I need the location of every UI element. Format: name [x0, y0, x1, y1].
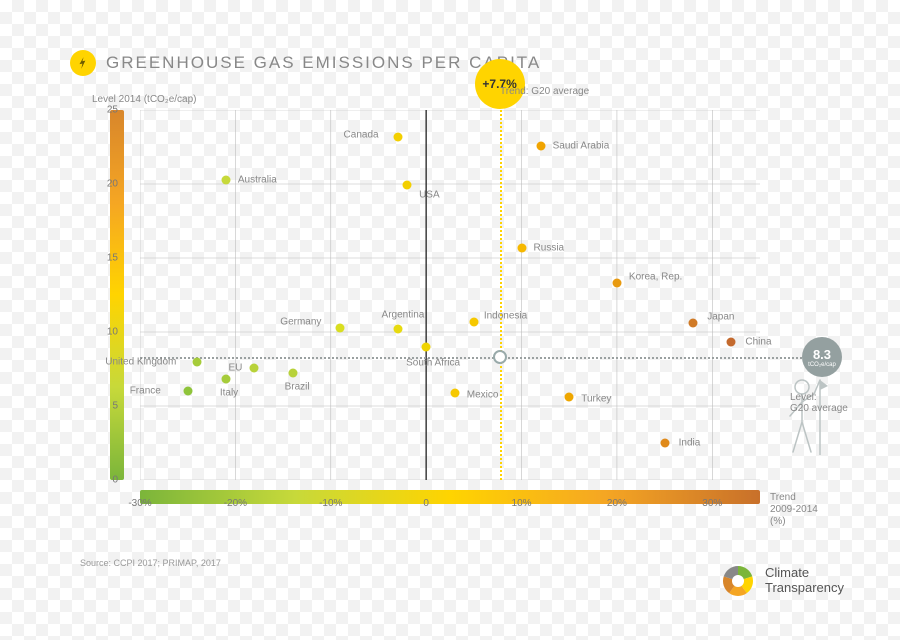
- scatter-chart: 0510152025-30%-20%-10%010%20%30%+7.7%8.3…: [140, 110, 760, 480]
- grid-lines: [140, 110, 760, 480]
- country-point: [250, 363, 259, 372]
- x-tick: 10%: [497, 498, 547, 509]
- country-label: Australia: [238, 174, 277, 185]
- country-label: Germany: [280, 316, 321, 327]
- x-tick: -30%: [115, 498, 165, 509]
- country-label: Brazil: [285, 382, 310, 393]
- source-text: Source: CCPI 2017; PRIMAP, 2017: [80, 558, 221, 568]
- y-tick: 20: [94, 179, 118, 190]
- country-label: Argentina: [382, 310, 425, 321]
- country-label: USA: [419, 190, 440, 201]
- country-point: [612, 279, 621, 288]
- x-tick: 20%: [592, 498, 642, 509]
- country-label: Turkey: [581, 394, 611, 405]
- g20-average-marker: [493, 350, 507, 364]
- country-label: EU: [228, 362, 242, 373]
- brand-icon: [721, 564, 755, 598]
- country-point: [193, 357, 202, 366]
- country-point: [517, 243, 526, 252]
- country-point: [393, 132, 402, 141]
- country-label: Mexico: [467, 389, 499, 400]
- chart-title-row: GREENHOUSE GAS EMISSIONS PER CAPITA: [70, 50, 541, 76]
- country-label: United Kingdom: [105, 356, 176, 367]
- country-point: [727, 338, 736, 347]
- country-label: Indonesia: [484, 310, 527, 321]
- x-axis-label: Trend 2009-2014 (%): [770, 492, 818, 528]
- brand-text: Climate Transparency: [765, 566, 844, 596]
- g20-level-line: [140, 357, 830, 359]
- y-tick: 25: [94, 105, 118, 116]
- g20-trend-badge: +7.7%: [478, 62, 522, 106]
- y-axis-gradient-bar: [110, 110, 124, 480]
- country-label: Russia: [534, 242, 565, 253]
- country-point: [336, 323, 345, 332]
- y-tick: 5: [94, 401, 118, 412]
- y-tick: 15: [94, 253, 118, 264]
- country-point: [221, 375, 230, 384]
- country-point: [183, 387, 192, 396]
- y-tick: 10: [94, 327, 118, 338]
- country-point: [422, 342, 431, 351]
- country-point: [221, 175, 230, 184]
- country-point: [288, 369, 297, 378]
- g20-trend-line: [500, 86, 502, 480]
- country-label: Italy: [220, 388, 238, 399]
- trend-g20-label: Trend: G20 average: [500, 86, 589, 97]
- country-point: [450, 388, 459, 397]
- y-tick: 0: [94, 475, 118, 486]
- country-label: China: [745, 337, 771, 348]
- country-label: India: [679, 438, 701, 449]
- country-label: Korea, Rep.: [629, 272, 682, 283]
- country-label: France: [130, 386, 161, 397]
- country-point: [536, 141, 545, 150]
- country-point: [565, 393, 574, 402]
- x-tick: 30%: [687, 498, 737, 509]
- brand-logo: Climate Transparency: [721, 564, 844, 598]
- title-icon: [70, 50, 96, 76]
- person-icon: [776, 377, 836, 467]
- x-tick: 0: [401, 498, 451, 509]
- country-point: [393, 325, 402, 334]
- country-point: [689, 319, 698, 328]
- country-label: Saudi Arabia: [553, 140, 610, 151]
- country-point: [660, 439, 669, 448]
- g20-level-badge: 8.3tCO₂e/cap: [802, 337, 842, 377]
- x-tick: -10%: [306, 498, 356, 509]
- country-point: [403, 181, 412, 190]
- chart-title: GREENHOUSE GAS EMISSIONS PER CAPITA: [106, 53, 541, 73]
- x-tick: -20%: [210, 498, 260, 509]
- country-point: [469, 317, 478, 326]
- country-label: Canada: [344, 129, 379, 140]
- y-axis-label: Level 2014 (tCO₂e/cap): [92, 94, 197, 105]
- country-label: South Africa: [406, 357, 460, 368]
- country-label: Japan: [707, 312, 734, 323]
- level-g20-label: Level: G20 average: [790, 392, 848, 414]
